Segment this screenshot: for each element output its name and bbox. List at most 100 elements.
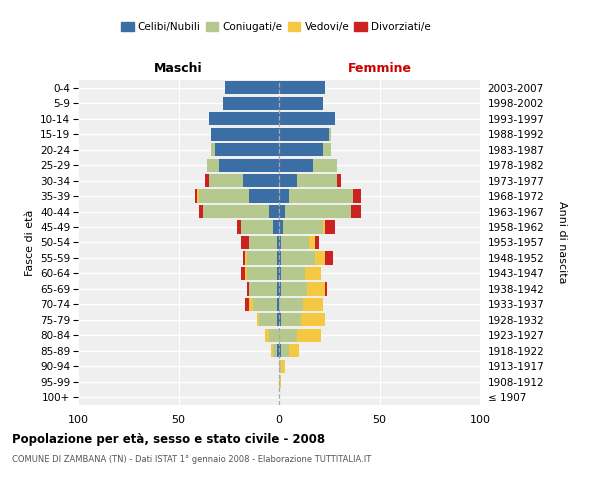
Bar (249, 298, 253, 311)
Y-axis label: Fasce di età: Fasce di età (25, 210, 35, 276)
Bar (352, 205, 361, 218)
Bar (241, 267, 245, 280)
Bar (243, 174, 279, 187)
Bar (279, 81, 325, 94)
Bar (277, 236, 279, 249)
Bar (279, 236, 281, 249)
Bar (329, 128, 331, 140)
Bar (277, 314, 279, 326)
Bar (285, 205, 352, 218)
Bar (305, 267, 321, 280)
Text: Popolazione per età, sesso e stato civile - 2008: Popolazione per età, sesso e stato civil… (12, 432, 325, 446)
Bar (281, 344, 289, 358)
Bar (218, 158, 279, 172)
Bar (279, 282, 281, 296)
Bar (301, 314, 325, 326)
Bar (279, 314, 281, 326)
Bar (279, 174, 297, 187)
Bar (279, 205, 285, 218)
Bar (265, 329, 269, 342)
Bar (281, 267, 305, 280)
Bar (206, 158, 218, 172)
Bar (205, 174, 209, 187)
Bar (313, 158, 337, 172)
Text: COMUNE DI ZAMBANA (TN) - Dati ISTAT 1° gennaio 2008 - Elaborazione TUTTITALIA.IT: COMUNE DI ZAMBANA (TN) - Dati ISTAT 1° g… (12, 455, 371, 464)
Bar (325, 220, 335, 234)
Bar (277, 252, 279, 264)
Text: Maschi: Maschi (154, 62, 203, 76)
Bar (279, 128, 329, 140)
Bar (237, 220, 241, 234)
Bar (269, 329, 279, 342)
Bar (353, 190, 361, 202)
Bar (247, 252, 277, 264)
Bar (253, 298, 277, 311)
Bar (281, 282, 307, 296)
Legend: Celibi/Nubili, Coniugati/e, Vedovi/e, Divorziati/e: Celibi/Nubili, Coniugati/e, Vedovi/e, Di… (117, 18, 435, 36)
Bar (279, 267, 281, 280)
Bar (325, 252, 333, 264)
Bar (245, 267, 247, 280)
Bar (279, 96, 323, 110)
Bar (215, 143, 279, 156)
Bar (279, 158, 313, 172)
Bar (279, 112, 335, 126)
Bar (271, 344, 273, 358)
Bar (209, 112, 279, 126)
Bar (289, 344, 299, 358)
Bar (209, 174, 243, 187)
Bar (257, 314, 259, 326)
Bar (199, 190, 249, 202)
Bar (297, 174, 337, 187)
Y-axis label: Anni di nascita: Anni di nascita (557, 201, 566, 284)
Bar (315, 252, 325, 264)
Bar (283, 220, 323, 234)
Bar (259, 314, 277, 326)
Bar (323, 143, 331, 156)
Bar (277, 267, 279, 280)
Bar (281, 360, 285, 373)
Bar (279, 298, 303, 311)
Bar (277, 344, 279, 358)
Bar (315, 236, 319, 249)
Bar (245, 252, 247, 264)
Bar (247, 282, 249, 296)
Bar (277, 298, 279, 311)
Bar (281, 236, 309, 249)
Bar (241, 220, 273, 234)
Bar (279, 329, 297, 342)
Bar (323, 220, 325, 234)
Bar (325, 282, 327, 296)
Bar (203, 205, 269, 218)
Bar (303, 298, 323, 311)
Bar (197, 190, 199, 202)
Bar (279, 190, 289, 202)
Bar (245, 298, 249, 311)
Bar (249, 190, 279, 202)
Bar (337, 174, 341, 187)
Bar (279, 375, 281, 388)
Bar (279, 344, 281, 358)
Bar (281, 314, 301, 326)
Bar (194, 190, 197, 202)
Bar (199, 205, 203, 218)
Bar (269, 205, 279, 218)
Bar (279, 360, 281, 373)
Bar (223, 96, 279, 110)
Bar (249, 236, 277, 249)
Bar (279, 252, 281, 264)
Bar (247, 267, 277, 280)
Bar (273, 344, 277, 358)
Bar (309, 236, 315, 249)
Bar (279, 143, 323, 156)
Bar (297, 329, 321, 342)
Bar (289, 190, 353, 202)
Text: Femmine: Femmine (347, 62, 412, 76)
Bar (243, 252, 245, 264)
Bar (211, 128, 279, 140)
Bar (241, 236, 249, 249)
Bar (211, 143, 215, 156)
Bar (225, 81, 279, 94)
Bar (307, 282, 325, 296)
Bar (249, 282, 277, 296)
